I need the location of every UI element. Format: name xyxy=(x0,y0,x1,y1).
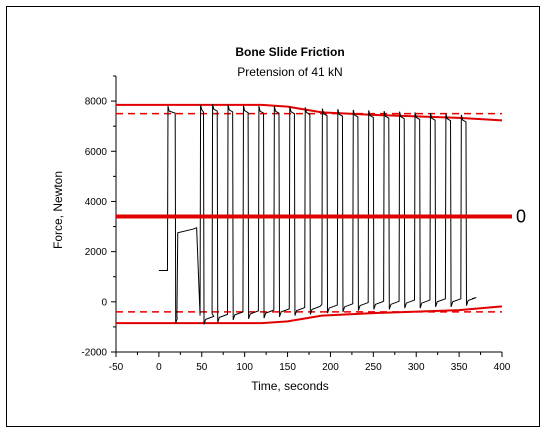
force-signal-line xyxy=(158,103,477,325)
lower-envelope-solid xyxy=(116,305,503,325)
y-tick-label: -2000 xyxy=(81,348,107,359)
y-tick-label: 4000 xyxy=(85,197,108,208)
y-axis-label: Force, Newton xyxy=(51,171,65,249)
y-tick-labels: -2000 0 2000 4000 6000 8000 xyxy=(81,97,107,359)
x-tick-label: 50 xyxy=(196,362,208,373)
upper-envelope-solid xyxy=(116,103,503,122)
y-tick-label: 8000 xyxy=(85,97,108,108)
x-tick-label: 150 xyxy=(279,362,296,373)
y-tick-label: 0 xyxy=(101,297,107,308)
x-tick-label: -50 xyxy=(109,362,124,373)
chart-subtitle: Pretension of 41 kN xyxy=(237,65,342,79)
x-tick-labels: -50 0 50 100 150 200 250 300 350 400 xyxy=(109,362,511,373)
x-tick-label: 250 xyxy=(365,362,382,373)
y-tick-label: 6000 xyxy=(85,147,108,158)
x-tick-label: 200 xyxy=(322,362,339,373)
x-axis-label: Time, seconds xyxy=(251,379,329,393)
x-tick-label: 350 xyxy=(451,362,468,373)
x-tick-label: 400 xyxy=(494,362,511,373)
x-tick-label: 100 xyxy=(236,362,253,373)
axes xyxy=(111,75,503,357)
y-tick-label: 2000 xyxy=(85,247,108,258)
zero-reference-label: 0 xyxy=(516,207,526,227)
x-tick-label: 0 xyxy=(156,362,162,373)
x-tick-label: 300 xyxy=(408,362,425,373)
chart-title: Bone Slide Friction xyxy=(235,45,344,59)
